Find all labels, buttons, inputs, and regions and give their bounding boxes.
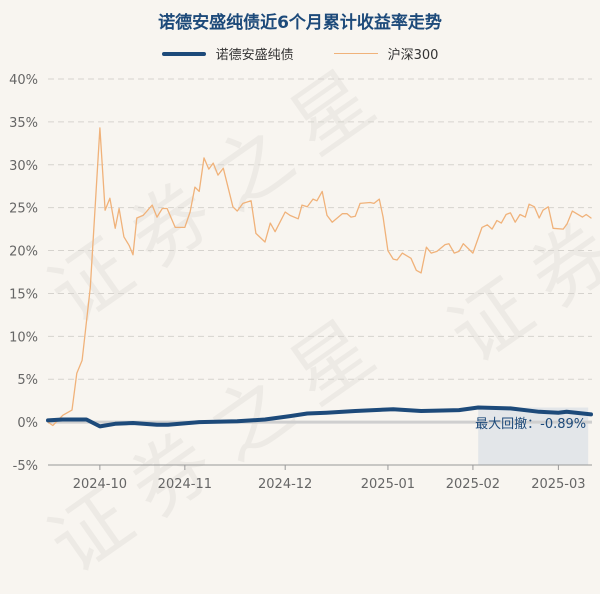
legend-label: 沪深300 — [387, 48, 439, 63]
legend-swatch — [333, 52, 378, 55]
legend-label: 诺德安盛纯债 — [215, 48, 294, 63]
y-tick-label: 5% — [17, 373, 38, 388]
x-tick-label: 2024-11 — [158, 477, 212, 492]
y-tick-label: 0% — [17, 416, 38, 431]
legend-item-fund[interactable]: 诺德安盛纯债 — [161, 44, 294, 63]
y-tick-label: 25% — [9, 202, 38, 217]
series-line-csi300 — [47, 127, 592, 427]
y-tick-label: 20% — [9, 245, 38, 260]
y-tick-label: 40% — [9, 73, 38, 88]
chart-title: 诺德安盛纯债近6个月累计收益率走势 — [158, 13, 442, 33]
legend-swatch — [161, 51, 206, 56]
legend-item-csi300[interactable]: 沪深300 — [333, 44, 439, 63]
x-tick-label: 2024-12 — [258, 477, 312, 492]
series-line-fund — [46, 405, 593, 429]
x-tick-label: 2024-10 — [73, 477, 127, 492]
y-tick-label: -5% — [13, 459, 38, 474]
x-tick-label: 2025-03 — [531, 477, 585, 492]
legend: 诺德安盛纯债 沪深300 — [0, 44, 600, 63]
chart-area: -5% 0% 5% 10% 15% 20% 25% 30% 35% 40% 2024-10 2024-… — [9, 73, 593, 492]
drawdown-region — [478, 407, 589, 465]
y-tick-label: 15% — [9, 287, 38, 302]
max-drawdown-label: 最大回撤：-0.89% — [475, 416, 586, 432]
y-tick-label: 30% — [9, 159, 38, 174]
y-tick-label: 10% — [9, 330, 38, 345]
y-tick-label: 35% — [9, 116, 38, 131]
x-tick-label: 2025-01 — [361, 477, 415, 492]
x-tick-label: 2025-02 — [446, 477, 500, 492]
